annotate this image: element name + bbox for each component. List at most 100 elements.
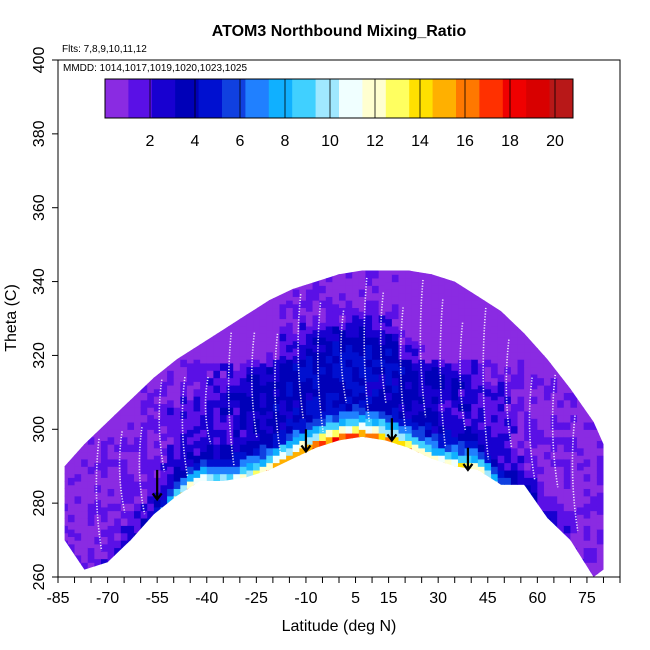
heatmap-cell xyxy=(583,407,591,416)
heatmap-cell xyxy=(391,288,400,297)
heatmap-cell xyxy=(64,495,69,504)
heatmap-cell xyxy=(543,348,552,357)
heatmap-cell xyxy=(510,425,519,434)
heatmap-cell xyxy=(543,355,552,364)
heatmap-cell xyxy=(378,396,386,405)
heatmap-cell xyxy=(504,314,512,323)
heatmap-cell xyxy=(286,351,294,360)
heatmap-cell xyxy=(259,340,267,349)
heatmap-cell xyxy=(160,410,168,419)
heatmap-cell xyxy=(219,473,228,482)
heatmap-cell xyxy=(160,469,168,478)
heatmap-cell xyxy=(219,480,228,489)
heatmap-cell xyxy=(563,370,572,379)
heatmap-cell xyxy=(226,325,234,334)
heatmap-cell xyxy=(246,314,254,323)
heatmap-cell xyxy=(583,510,591,519)
heatmap-cell xyxy=(81,466,89,475)
heatmap-cell xyxy=(259,458,267,467)
heatmap-cell xyxy=(543,444,552,453)
heatmap-cell xyxy=(444,392,452,401)
heatmap-cell xyxy=(530,388,538,397)
heatmap-cell xyxy=(477,466,486,475)
heatmap-cell xyxy=(530,366,538,375)
heatmap-cell xyxy=(193,469,201,478)
heatmap-cell xyxy=(464,396,472,405)
heatmap-cell xyxy=(292,311,300,320)
heatmap-cell xyxy=(458,418,466,427)
heatmap-cell xyxy=(339,292,347,301)
heatmap-cell xyxy=(292,384,300,393)
heatmap-cell xyxy=(563,473,572,482)
heatmap-cell xyxy=(266,418,274,427)
heatmap-cell xyxy=(186,407,195,416)
heatmap-cell xyxy=(160,425,168,434)
heatmap-cell xyxy=(358,325,367,334)
heatmap-cell xyxy=(385,270,393,275)
heatmap-cell xyxy=(424,274,433,283)
heatmap-cell xyxy=(451,407,459,416)
heatmap-cell xyxy=(147,517,155,526)
heatmap-cell xyxy=(193,477,201,486)
heatmap-cell xyxy=(438,336,446,345)
heatmap-cell xyxy=(398,300,406,309)
heatmap-cell xyxy=(233,348,241,357)
heatmap-cell xyxy=(67,551,76,560)
heatmap-cell xyxy=(438,373,446,382)
heatmap-cell xyxy=(524,440,532,449)
heatmap-cell xyxy=(458,314,466,323)
heatmap-cell xyxy=(147,414,155,423)
heatmap-cell xyxy=(147,384,155,393)
heatmap-cell xyxy=(107,547,115,556)
heatmap-cell xyxy=(411,340,419,349)
heatmap-cell xyxy=(345,329,353,338)
heatmap-cell xyxy=(319,351,327,360)
heatmap-cell xyxy=(431,447,439,456)
heatmap-cell xyxy=(596,484,604,493)
heatmap-cell xyxy=(484,469,492,478)
heatmap-cell xyxy=(464,351,472,360)
heatmap-cell xyxy=(444,333,452,342)
heatmap-cell xyxy=(74,444,82,453)
heatmap-cell xyxy=(173,348,181,357)
heatmap-cell xyxy=(378,373,386,382)
heatmap-cell xyxy=(100,499,109,508)
heatmap-cell xyxy=(497,388,505,397)
heatmap-cell xyxy=(226,384,234,393)
heatmap-cell xyxy=(398,373,406,382)
heatmap-cell xyxy=(477,458,486,467)
heatmap-cell xyxy=(385,288,393,297)
heatmap-cell xyxy=(147,421,155,430)
heatmap-cell xyxy=(272,351,281,360)
heatmap-cell xyxy=(577,432,585,441)
heatmap-cell xyxy=(339,388,347,397)
heatmap-cell xyxy=(332,274,340,283)
heatmap-cell xyxy=(471,366,479,375)
heatmap-cell xyxy=(444,303,452,312)
heatmap-cell xyxy=(246,440,254,449)
heatmap-cell xyxy=(510,455,519,464)
heatmap-cell xyxy=(550,399,558,408)
heatmap-cell xyxy=(530,484,538,493)
heatmap-cell xyxy=(120,392,129,401)
heatmap-cell xyxy=(458,277,466,286)
heatmap-cell xyxy=(259,370,267,379)
heatmap-cell xyxy=(530,336,538,345)
colorbar-swatch xyxy=(151,79,176,118)
heatmap-cell xyxy=(272,440,281,449)
heatmap-cell xyxy=(81,480,89,489)
heatmap-cell xyxy=(504,425,512,434)
heatmap-cell xyxy=(570,451,578,460)
heatmap-cell xyxy=(279,325,287,334)
heatmap-cell xyxy=(398,277,406,286)
heatmap-cell xyxy=(543,488,552,497)
heatmap-cell xyxy=(114,451,122,460)
heatmap-cell xyxy=(299,425,307,434)
heatmap-cell xyxy=(603,503,604,512)
heatmap-cell xyxy=(127,392,135,401)
heatmap-cell xyxy=(345,277,353,286)
heatmap-cell xyxy=(477,451,486,460)
heatmap-cell xyxy=(319,381,327,390)
heatmap-cell xyxy=(272,292,281,301)
heatmap-cell xyxy=(438,418,446,427)
